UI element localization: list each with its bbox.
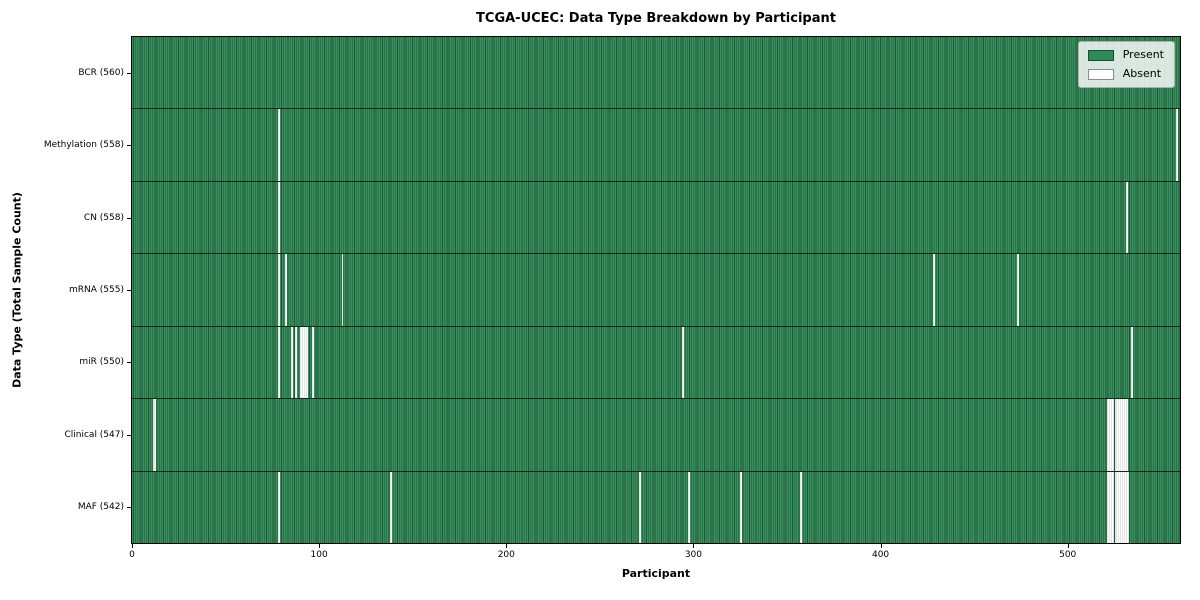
x-tick-mark (880, 544, 882, 548)
heatmap-row-Methylation (132, 109, 1180, 182)
absent-stripe (682, 326, 685, 399)
x-tick-label: 400 (871, 550, 890, 560)
x-tick-mark (132, 544, 133, 548)
absent-stripe (1121, 471, 1124, 543)
absent-stripe (1114, 471, 1117, 543)
absent-stripe (1017, 254, 1020, 326)
absent-stripe (1108, 399, 1111, 471)
absent-stripe (1112, 399, 1115, 471)
heatmap-row-BCR (132, 37, 1180, 110)
absent-stripe (1107, 471, 1109, 543)
absent-stripe (1123, 399, 1126, 471)
absent-stripe (304, 326, 307, 399)
y-tick-mark (127, 434, 131, 436)
absent-stripe (1112, 471, 1115, 543)
y-tick-label: Methylation (558) (43, 140, 124, 151)
x-axis-label: Participant (621, 567, 691, 580)
absent-stripe (306, 326, 308, 399)
absent-stripe (1125, 399, 1128, 471)
y-tick-mark (127, 217, 131, 219)
absent-stripe (1116, 399, 1119, 471)
absent-stripe (639, 471, 642, 543)
y-tick-label: mRNA (555) (69, 285, 124, 295)
absent-stripe (291, 326, 293, 399)
present-swatch-icon (1087, 49, 1114, 61)
legend: Present Absent (1077, 41, 1175, 88)
heatmap-row-MAF (132, 471, 1180, 543)
x-tick-mark (506, 544, 508, 548)
y-tick-mark (127, 290, 131, 291)
heatmap-rows (132, 37, 1180, 543)
absent-swatch-icon (1087, 68, 1114, 80)
absent-stripe (1127, 471, 1130, 543)
absent-stripe (277, 181, 280, 254)
absent-stripe (1131, 326, 1134, 399)
absent-stripe (302, 326, 305, 399)
heatmap-row-mRNA (132, 254, 1180, 327)
absent-stripe (1114, 399, 1117, 471)
absent-stripe (1108, 471, 1111, 543)
absent-stripe (277, 254, 280, 326)
y-tick-label: BCR (560) (78, 68, 124, 79)
y-tick-label: CN (558) (83, 212, 124, 223)
x-tick-label: 300 (684, 550, 703, 560)
y-axis-label: Data Type (Total Sample Count) (10, 192, 24, 388)
absent-stripe (1107, 399, 1109, 471)
absent-stripe (687, 471, 690, 543)
heatmap-row-CN (132, 181, 1180, 255)
absent-stripe (1110, 471, 1113, 543)
y-tick-mark (127, 73, 131, 75)
legend-label-present: Present (1122, 48, 1164, 61)
x-tick-label: 100 (310, 550, 328, 560)
absent-stripe (1120, 399, 1122, 471)
absent-stripe (1121, 399, 1124, 471)
y-tick-label: MAF (542) (77, 501, 124, 512)
legend-item-present: Present (1087, 48, 1164, 61)
legend-label-absent: Absent (1122, 67, 1162, 80)
absent-stripe (154, 399, 157, 471)
absent-stripe (740, 471, 743, 543)
x-tick-label: 0 (129, 550, 135, 560)
x-tick-mark (1067, 544, 1069, 548)
heatmap-row-Clinical (132, 399, 1180, 472)
absent-stripe (311, 326, 314, 399)
x-tick-label: 500 (1059, 550, 1077, 560)
x-tick-label: 200 (497, 550, 515, 560)
y-tick-mark (127, 506, 131, 508)
y-tick-mark (127, 362, 131, 364)
absent-stripe (1118, 399, 1121, 471)
absent-stripe (152, 399, 155, 471)
heatmap-row-miR (132, 326, 1180, 400)
absent-stripe (390, 471, 393, 543)
absent-stripe (277, 471, 280, 543)
plot-area: Present Absent (131, 36, 1181, 544)
legend-item-absent: Absent (1087, 67, 1164, 80)
absent-stripe (1125, 181, 1128, 254)
y-tick-mark (127, 145, 131, 147)
absent-stripe (294, 326, 297, 399)
absent-stripe (1123, 471, 1126, 543)
absent-stripe (1110, 399, 1113, 471)
absent-stripe (1116, 471, 1119, 543)
absent-stripe (800, 471, 802, 543)
x-tick-mark (693, 544, 695, 548)
absent-stripe (932, 254, 935, 326)
absent-stripe (300, 326, 303, 399)
x-tick-mark (319, 544, 321, 548)
absent-stripe (277, 109, 280, 181)
y-tick-label: Clinical (547) (64, 429, 124, 440)
absent-stripe (1176, 109, 1179, 181)
absent-stripe (277, 326, 280, 399)
absent-stripe (1125, 471, 1128, 543)
absent-stripe (1120, 471, 1122, 543)
absent-stripe (341, 254, 344, 326)
chart-title: TCGA-UCEC: Data Type Breakdown by Partic… (476, 11, 836, 26)
absent-stripe (1118, 471, 1121, 543)
y-tick-label: miR (550) (79, 357, 124, 368)
absent-stripe (285, 254, 288, 326)
